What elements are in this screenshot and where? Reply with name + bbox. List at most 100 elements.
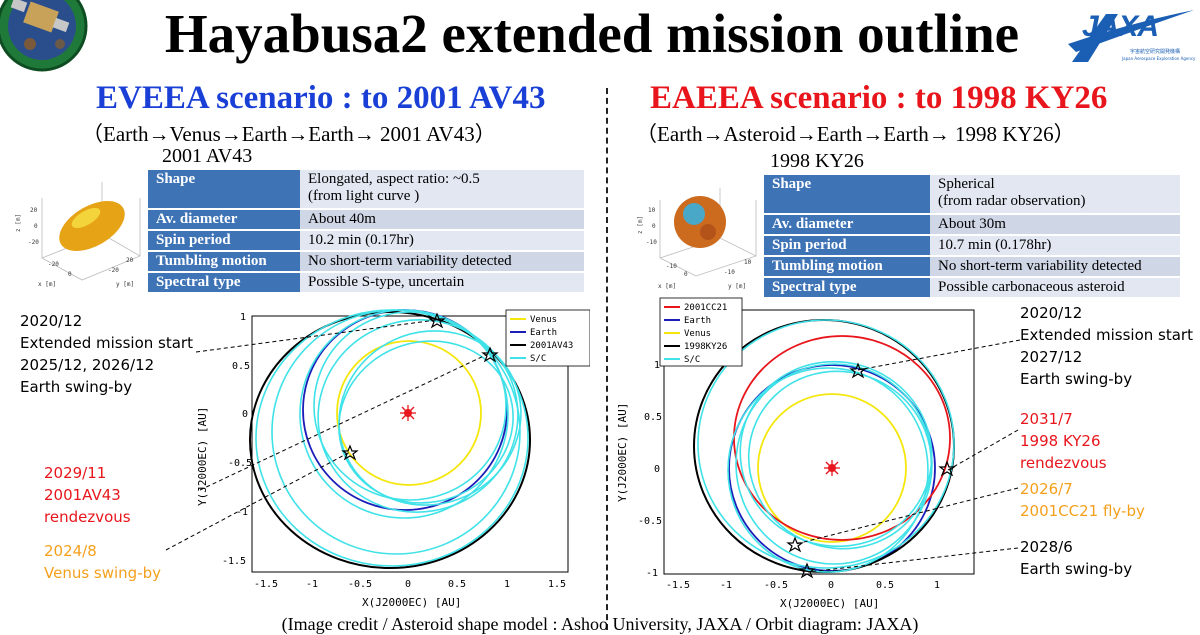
page-title: Hayabusa2 extended mission outline bbox=[164, 3, 1020, 64]
x-tick-label: 1 bbox=[934, 580, 940, 591]
jaxa-logo-text: JAXA bbox=[1082, 10, 1159, 43]
venus-orbit bbox=[336, 340, 482, 486]
note-line: Extended mission start bbox=[1020, 326, 1193, 344]
right-asteroid-shape-model: 10 0 -10 -10 0 -10 10 x [m] y [m] z [m] bbox=[636, 176, 766, 296]
svg-text:z [m]: z [m] bbox=[15, 214, 22, 232]
y-tick-label: 1 bbox=[654, 360, 660, 371]
x-tick-label: -1 bbox=[306, 579, 318, 590]
legend-item: 2001CC21 bbox=[684, 303, 727, 313]
table-row: Tumbling motion No short-term variabilit… bbox=[148, 251, 584, 273]
table-row: Spin period 10.7 min (0.178hr) bbox=[764, 235, 1180, 257]
table-value-line: (from light curve ) bbox=[308, 188, 420, 204]
table-value-line: Spherical bbox=[938, 176, 995, 192]
note-line: 2025/12, 2026/12 bbox=[20, 356, 155, 374]
spacecraft-trajectory bbox=[255, 309, 529, 567]
table-row: Spectral type Possible carbonaceous aste… bbox=[764, 277, 1180, 299]
note-line: 2027/12 bbox=[1020, 348, 1083, 366]
spacecraft-trajectory bbox=[697, 319, 955, 573]
asteroid-orbit bbox=[249, 311, 531, 569]
left-route: （Earth→Venus→Earth→Earth→ 2001 AV43） bbox=[82, 122, 496, 146]
note-line: 2028/6 bbox=[1020, 538, 1073, 556]
legend-item: Venus bbox=[530, 315, 557, 325]
y-tick-label: -1 bbox=[236, 507, 248, 518]
table-key: Spin period bbox=[764, 235, 930, 257]
x-axis-label: X(J2000EC) [AU] bbox=[362, 596, 461, 609]
note-line: Earth swing-by bbox=[20, 378, 133, 396]
x-tick-label: 1.5 bbox=[548, 579, 566, 590]
svg-text:y [m]: y [m] bbox=[116, 281, 134, 288]
legend-item: Earth bbox=[530, 328, 557, 338]
left-asteroid-shape-model: 20 0 -20 -20 0 -20 20 x [m] y [m] z [m] bbox=[12, 168, 152, 296]
note-line: 2029/11 bbox=[44, 464, 107, 482]
venus-orbit bbox=[757, 393, 907, 543]
svg-text:-10: -10 bbox=[646, 239, 657, 246]
x-tick-label: -0.5 bbox=[764, 580, 788, 591]
svg-text:x [m]: x [m] bbox=[658, 283, 676, 290]
table-key: Shape bbox=[764, 175, 930, 215]
table-value: 10.7 min (0.178hr) bbox=[930, 235, 1180, 257]
table-key: Av. diameter bbox=[148, 209, 300, 231]
note-line: rendezvous bbox=[44, 508, 131, 526]
legend-item: 1998KY26 bbox=[684, 342, 727, 352]
table-value: Possible S-type, uncertain bbox=[300, 272, 584, 294]
left-properties-table: Shape Elongated, aspect ratio: ~0.5 (fro… bbox=[148, 170, 584, 294]
section-divider bbox=[606, 88, 608, 630]
note-line: 2001CC21 fly-by bbox=[1020, 502, 1145, 520]
table-key: Av. diameter bbox=[764, 214, 930, 236]
y-tick-label: -1 bbox=[646, 568, 658, 579]
x-tick-label: -0.5 bbox=[348, 579, 372, 590]
y-tick-label: -1.5 bbox=[222, 556, 246, 567]
jaxa-logo-subtitle-en: Japan Aerospace Exploration Agency bbox=[1122, 56, 1196, 61]
table-key: Spectral type bbox=[148, 272, 300, 294]
table-value: No short-term variability detected bbox=[300, 251, 584, 273]
x-tick-label: 0.5 bbox=[448, 579, 466, 590]
table-key: Tumbling motion bbox=[764, 256, 930, 278]
svg-text:y [m]: y [m] bbox=[728, 283, 746, 290]
right-leader-lines bbox=[795, 339, 1020, 573]
svg-text:20: 20 bbox=[30, 207, 38, 214]
svg-text:-10: -10 bbox=[666, 263, 677, 270]
table-key: Tumbling motion bbox=[148, 251, 300, 273]
right-scenario-title: EAEEA scenario : to 1998 KY26 bbox=[650, 80, 1108, 116]
jaxa-logo: JAXA 宇宙航空研究開発機構 Japan Aerospace Explorat… bbox=[1066, 4, 1198, 68]
right-route: （Earth→Asteroid→Earth→Earth→ 1998 KY26） bbox=[636, 122, 1075, 146]
table-row: Shape Spherical (from radar observation) bbox=[764, 175, 1180, 215]
svg-text:0: 0 bbox=[34, 223, 38, 230]
table-key: Spectral type bbox=[764, 277, 930, 299]
table-row: Tumbling motion No short-term variabilit… bbox=[764, 256, 1180, 278]
note-line: 2026/7 bbox=[1020, 480, 1073, 498]
y-axis-label: Y(J2000EC) [AU] bbox=[616, 403, 629, 502]
svg-text:10: 10 bbox=[648, 207, 656, 214]
sun-rays bbox=[400, 405, 416, 421]
note-line: Earth swing-by bbox=[1020, 370, 1133, 388]
note-line: 1998 KY26 bbox=[1020, 432, 1101, 450]
svg-text:0: 0 bbox=[68, 271, 72, 278]
right-asteroid-name: 1998 KY26 bbox=[770, 150, 864, 172]
y-tick-label: 1 bbox=[240, 312, 246, 323]
svg-text:0: 0 bbox=[684, 271, 688, 278]
table-value: About 40m bbox=[300, 209, 584, 231]
note-line: Earth swing-by bbox=[1020, 560, 1133, 578]
x-tick-label: 0.5 bbox=[876, 580, 894, 591]
table-row: Av. diameter About 30m bbox=[764, 214, 1180, 236]
right-note-rendezvous: 2031/7 1998 KY26 rendezvous bbox=[1020, 408, 1107, 474]
jaxa-logo-subtitle-jp: 宇宙航空研究開発機構 bbox=[1130, 49, 1181, 55]
legend-item: Earth bbox=[684, 316, 711, 326]
x-axis-label: X(J2000EC) [AU] bbox=[780, 597, 879, 610]
table-value: Possible carbonaceous asteroid bbox=[930, 277, 1180, 299]
right-note-earth-swingby: 2028/6 Earth swing-by bbox=[1020, 536, 1132, 580]
x-tick-label: -1.5 bbox=[666, 580, 690, 591]
cc21-orbit bbox=[733, 335, 951, 541]
y-tick-label: 0.5 bbox=[644, 412, 662, 423]
svg-text:-20: -20 bbox=[48, 261, 59, 268]
svg-text:x [m]: x [m] bbox=[38, 281, 56, 288]
legend-item: 2001AV43 bbox=[530, 341, 573, 351]
table-key: Shape bbox=[148, 170, 300, 210]
table-key: Spin period bbox=[148, 230, 300, 252]
note-line: Extended mission start bbox=[20, 334, 193, 352]
y-tick-label: 0.5 bbox=[232, 361, 250, 372]
left-asteroid-name: 2001 AV43 bbox=[162, 145, 253, 167]
legend-item: Venus bbox=[684, 329, 711, 339]
x-tick-label: 0 bbox=[828, 580, 834, 591]
table-value: About 30m bbox=[930, 214, 1180, 236]
